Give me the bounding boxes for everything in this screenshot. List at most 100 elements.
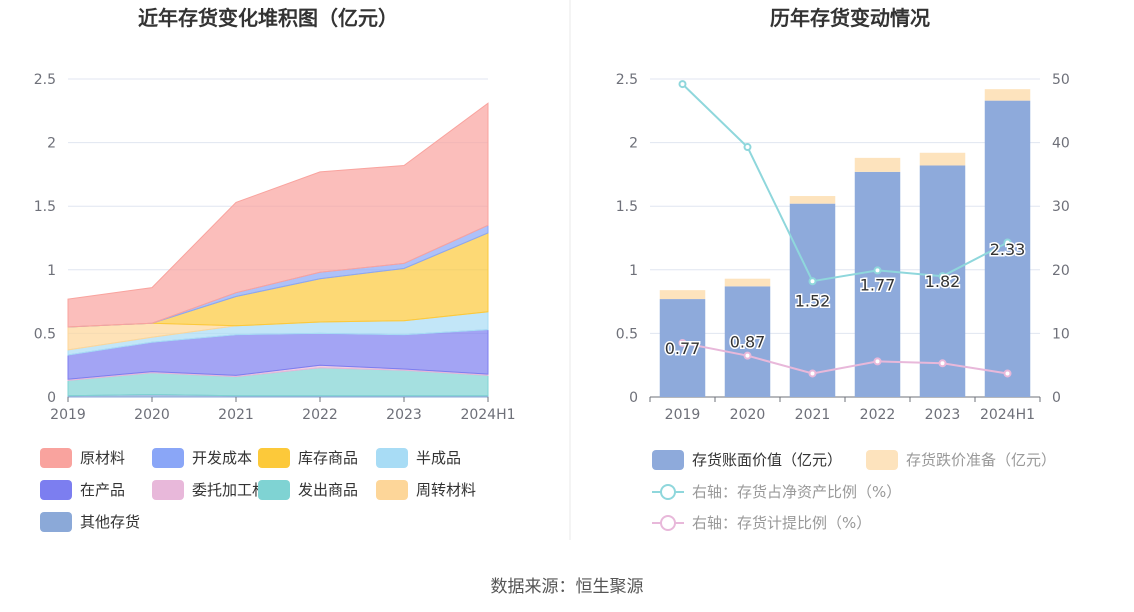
legend-label: 开发成本 [192,449,252,467]
legend-label: 发出商品 [298,481,358,499]
right-chart-y-axis-left: 0 0.5 1 1.5 2 2.5 [616,72,638,406]
y-right-tick-label: 50 [1052,72,1070,88]
legend-swatch [40,448,72,468]
legend-swatch [40,512,72,532]
bar-value-label: 0.87 [730,333,766,352]
y-left-tick-label: 1 [629,263,638,279]
y-left-tick-label: 2.5 [616,72,638,88]
legend-marker [660,484,676,500]
legend-label: 右轴：存货计提比例（%） [692,514,871,532]
legend-swatch [152,448,184,468]
bar-book-value [789,203,836,397]
line-point [678,338,687,347]
bar-impairment [919,152,966,166]
bar-value-label: 0.77 [665,339,701,358]
y-tick-label: 2 [47,136,56,152]
line-series-3 [682,341,1008,375]
line-point [743,351,752,360]
legend-swatch [258,448,290,468]
line-point [743,143,752,152]
legend-swatch [376,480,408,500]
left-chart-title: 近年存货变化堆积图（亿元） [138,6,398,30]
x-tick-label: 2023 [386,407,422,423]
bar-impairment [854,157,901,172]
legend-label: 其他存货 [80,513,140,531]
line-point [873,266,882,275]
legend-label: 存货账面价值（亿元） [692,451,842,469]
right-chart-x-axis: 2019 2020 2021 2022 2023 2024H1 [649,397,1041,423]
bar-value-label: 1.52 [795,291,831,310]
right-chart-grid [650,78,1040,398]
line-point [1003,238,1012,247]
line-series-2 [681,83,1008,283]
data-source-note: 数据来源：恒生聚源 [491,577,644,597]
bar-impairment [789,196,836,204]
line-point [808,277,817,286]
right-chart-bars [659,89,1031,398]
x-tick-label: 2023 [925,407,961,423]
bar-book-value [724,286,771,397]
line-point [1003,369,1012,378]
legend-swatch [866,450,898,470]
line-point [938,272,947,281]
y-tick-label: 1 [47,263,56,279]
x-tick-label: 2024H1 [460,407,515,423]
legend-label: 右轴：存货占净资产比例（%） [692,483,901,501]
bar-value-label: 2.33 [990,240,1026,259]
x-tick-label: 2021 [218,407,254,423]
left-chart-y-axis: 0 0.5 1 1.5 2 2.5 [34,72,56,406]
x-tick-label: 2019 [50,407,86,423]
bar-impairment [724,278,771,287]
legend-swatch [40,480,72,500]
right-chart-bar-labels: 0.77 0.87 1.52 1.77 1.82 2.33 [663,238,1027,359]
legend-label: 半成品 [416,449,461,467]
right-chart-lines [678,80,1012,378]
right-chart-legend: 存货账面价值（亿元） 存货跌价准备（亿元） 右轴：存货占净资产比例（%） 右轴：存货计… [652,450,1056,532]
y-right-tick-label: 40 [1052,136,1070,152]
y-right-tick-label: 0 [1052,390,1061,406]
line-point [938,359,947,368]
left-chart-areas [67,102,489,398]
y-left-tick-label: 0 [629,390,638,406]
area-series-原材料 [67,102,489,328]
legend-marker [660,515,676,531]
x-tick-label: 2022 [302,407,338,423]
x-tick-label: 2024H1 [980,407,1035,423]
legend-swatch [258,480,290,500]
y-left-tick-label: 1.5 [616,199,638,215]
bar-impairment [984,89,1031,101]
y-right-tick-label: 20 [1052,263,1070,279]
legend-label: 在产品 [80,481,125,499]
x-tick-label: 2022 [860,407,896,423]
line-point [873,357,882,366]
left-chart-x-axis: 2019 2020 2021 2022 2023 2024H1 [50,397,516,423]
x-tick-label: 2021 [795,407,831,423]
y-tick-label: 2.5 [34,72,56,88]
legend-swatch [152,480,184,500]
y-left-tick-label: 0.5 [616,326,638,342]
x-tick-label: 2019 [665,407,701,423]
y-right-tick-label: 10 [1052,326,1070,342]
bar-book-value [919,165,966,397]
bar-book-value [984,100,1031,398]
right-chart-y-axis-right: 0 10 20 30 40 50 [1052,72,1070,406]
legend-swatch [652,450,684,470]
line-point [678,80,687,89]
bar-book-value [659,299,706,397]
y-tick-label: 0.5 [34,326,56,342]
bar-value-label: 1.82 [925,272,961,291]
bar-value-label: 1.77 [860,275,896,294]
bar-impairment [659,290,706,300]
y-tick-label: 1.5 [34,199,56,215]
legend-label: 周转材料 [416,481,476,499]
y-left-tick-label: 2 [629,136,638,152]
legend-label: 存货跌价准备（亿元） [906,451,1056,469]
x-tick-label: 2020 [134,407,170,423]
y-right-tick-label: 30 [1052,199,1070,215]
legend-swatch [376,448,408,468]
line-point [808,369,817,378]
legend-label: 库存商品 [298,449,358,467]
y-tick-label: 0 [47,390,56,406]
